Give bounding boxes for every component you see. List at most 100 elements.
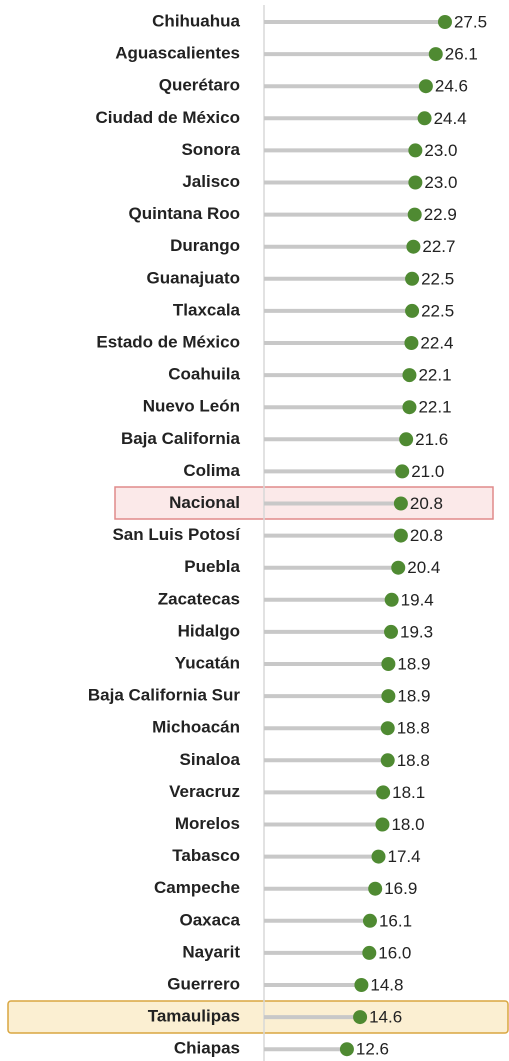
value-label: 22.5 [421,301,454,320]
value-label: 22.9 [424,205,457,224]
category-label: Tabasco [172,846,240,865]
value-label: 22.1 [418,366,451,385]
value-label: 20.8 [410,494,443,513]
dot [428,47,443,62]
value-label: 23.0 [424,173,457,192]
dot [405,303,420,318]
dot [418,79,433,94]
value-label: 18.1 [392,783,425,802]
value-label: 14.8 [370,975,403,994]
value-label: 26.1 [445,45,478,64]
value-label: 20.4 [407,558,440,577]
value-label: 16.9 [384,879,417,898]
dot [399,432,414,447]
value-label: 16.0 [378,943,411,962]
value-label: 18.0 [391,815,424,834]
value-label: 12.6 [356,1040,389,1059]
category-label: Durango [170,236,240,255]
dot [376,785,391,800]
value-label: 22.7 [422,237,455,256]
category-label: Estado de México [96,332,240,351]
value-label: 22.5 [421,269,454,288]
category-label: Zacatecas [158,589,240,608]
category-label: Nayarit [182,942,240,961]
category-label: Campeche [154,878,240,897]
dot [362,945,377,960]
dot [362,913,377,928]
category-label: Colima [183,461,240,480]
category-label: Jalisco [182,172,240,191]
dot [408,175,423,190]
category-label: Hidalgo [178,621,240,640]
category-label: Sinaloa [180,750,241,769]
highlight-box [7,1000,509,1034]
category-label: Sonora [181,140,240,159]
dot [408,143,423,158]
dot [371,849,386,864]
category-label: Oaxaca [180,910,241,929]
value-label: 20.8 [410,526,443,545]
dot [339,1042,354,1057]
value-label: 22.4 [420,333,453,352]
dot [402,368,417,383]
value-label: 18.8 [397,719,430,738]
value-label: 14.6 [369,1008,402,1027]
dot [393,528,408,543]
dot [393,496,408,511]
category-label: Quintana Roo [129,204,240,223]
category-label: Ciudad de México [95,108,240,127]
category-label: Chiapas [174,1039,240,1058]
category-label: Michoacán [152,718,240,737]
value-label: 18.8 [397,751,430,770]
dot [402,400,417,415]
category-label: Baja California Sur [88,686,240,705]
category-label: Coahuila [168,365,240,384]
value-label: 19.3 [400,622,433,641]
dot [417,111,432,126]
dot [405,271,420,286]
dot [381,689,396,704]
dot [395,464,410,479]
dot [437,15,452,29]
value-label: 18.9 [397,687,430,706]
dot [384,624,399,639]
category-label: Guerrero [167,974,240,993]
category-label: Morelos [175,814,240,833]
value-label: 22.1 [418,398,451,417]
value-label: 21.6 [415,430,448,449]
dot [380,753,395,768]
value-label: 17.4 [388,847,421,866]
dot [404,336,419,350]
dot [381,657,396,671]
value-label: 24.6 [435,77,468,96]
dot [375,817,390,832]
dot [380,721,395,736]
category-label: Querétaro [159,76,240,95]
category-label: Nuevo León [143,397,240,416]
value-label: 23.0 [424,141,457,160]
dot [368,881,383,896]
value-label: 27.5 [454,12,487,31]
value-label: 16.1 [379,911,412,930]
category-label: Aguascalientes [115,44,240,63]
value-label: 19.4 [401,590,434,609]
category-label: Guanajuato [146,268,240,287]
category-label: Tlaxcala [173,300,241,319]
category-label: Baja California [121,429,241,448]
category-label: Chihuahua [152,11,240,30]
category-label: Puebla [184,557,240,576]
category-label: San Luis Potosí [112,525,241,544]
dot [407,207,422,222]
dot [406,239,421,254]
dot [354,978,369,992]
value-label: 18.9 [397,654,430,673]
dot [391,560,406,575]
value-label: 24.4 [434,109,467,128]
category-label: Nacional [169,493,240,512]
value-label: 21.0 [411,462,444,481]
dot [353,1010,368,1025]
dot [384,592,399,607]
category-label: Yucatán [175,653,240,672]
category-label: Tamaulipas [148,1007,240,1026]
